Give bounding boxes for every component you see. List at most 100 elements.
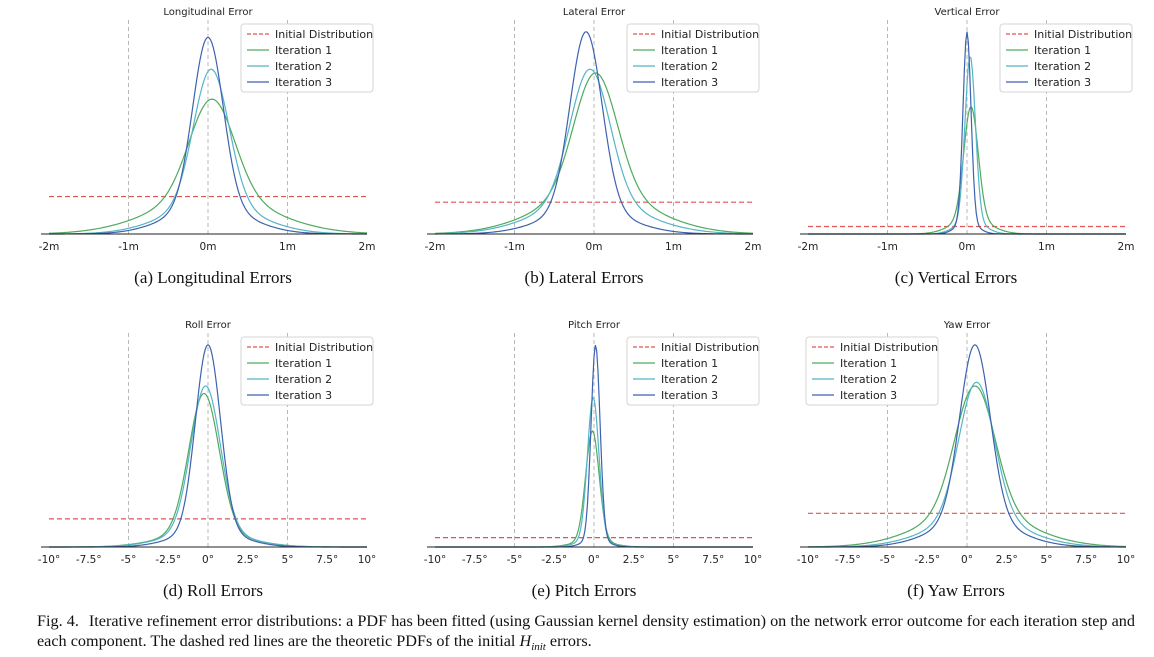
x-tick-label: 10° [1117, 554, 1136, 566]
density-curve-iteration-1 [434, 72, 754, 234]
legend-box [626, 336, 760, 406]
x-tick-label: -10° [797, 554, 819, 566]
x-tick-label: -10° [424, 554, 446, 566]
caption-text: Iterative refinement error distributions… [37, 612, 1135, 650]
x-tick-label: 1m [1038, 241, 1055, 253]
x-tick-label: -5° [880, 554, 896, 566]
legend-label-iteration-2: Iteration 2 [275, 373, 332, 386]
figure-label: Fig. 4. [37, 612, 79, 630]
x-tick-label: 5° [282, 554, 294, 566]
legend: Initial Distribution Iteration 1 Iteration… [626, 23, 760, 93]
legend-label-iteration-1: Iteration 1 [661, 44, 718, 57]
x-tick-label: 2m [1118, 241, 1135, 253]
legend: Initial Distribution Iteration 1 Iteration… [626, 336, 760, 406]
caption-math-symbol: H [519, 632, 532, 650]
x-tick-label: 2.5° [623, 554, 645, 566]
x-tick-label: -5° [121, 554, 137, 566]
legend-box [805, 336, 939, 406]
x-tick-label: 1m [279, 241, 296, 253]
density-curve-iteration-2 [808, 381, 1127, 548]
x-tick-label: 5° [1041, 554, 1053, 566]
legend-label-iteration-3: Iteration 3 [661, 389, 718, 402]
x-tick-label: 1m [665, 241, 682, 253]
vertical-error-chart: Vertical Error -2m -1m 0m 1m 2m Initial Distri… [798, 7, 1135, 253]
x-tick-label: -7.5° [76, 554, 102, 566]
caption-math: Hinit [519, 632, 546, 654]
legend-label-iteration-3: Iteration 3 [661, 76, 718, 89]
roll-error-chart: Roll Error -10° -7.5° -5° -2.5° 0° 2.5° 5° 7.5° 1… [38, 320, 377, 566]
chart-title: Longitudinal Error [163, 7, 253, 18]
x-tick-label: -2m [39, 241, 60, 253]
density-curve-iteration-2 [48, 68, 368, 235]
x-tick-label: -7.5° [835, 554, 861, 566]
figure-caption: Fig. 4. Iterative refinement error distri… [37, 611, 1135, 657]
density-curve-iteration-3 [49, 36, 367, 235]
x-tick-label: 0° [961, 554, 973, 566]
x-tick-label: -2.5° [541, 554, 567, 566]
x-tick-label: 10° [744, 554, 763, 566]
legend-label-iteration-2: Iteration 2 [661, 373, 718, 386]
longitudinal-error-chart: Longitudinal Error -2m -1m 0m 1m 2m Initial Di… [39, 7, 376, 253]
legend-label-iteration-3: Iteration 3 [1034, 76, 1091, 89]
x-tick-label: -1m [504, 241, 525, 253]
x-tick-label: -1m [118, 241, 139, 253]
x-tick-label: 5° [668, 554, 680, 566]
legend-label-iteration-3: Iteration 3 [275, 76, 332, 89]
subcaption-d: (d) Roll Errors [162, 581, 264, 600]
legend: Initial Distribution Iteration 1 Iteration… [240, 23, 374, 93]
subcaption-e: (e) Pitch Errors [531, 581, 637, 600]
subcaption-f: (f) Yaw Errors [907, 581, 1005, 600]
x-tick-label: -5° [507, 554, 523, 566]
density-curve-iteration-2 [434, 68, 754, 235]
x-tick-label: 2m [359, 241, 376, 253]
x-tick-label: 2m [745, 241, 762, 253]
chart-title: Roll Error [185, 320, 232, 331]
x-tick-label: 0m [200, 241, 217, 253]
legend-label-iteration-2: Iteration 2 [840, 373, 897, 386]
legend-label-initial-distribution: Initial Distribution [275, 28, 373, 41]
legend-label-iteration-1: Iteration 1 [661, 357, 718, 370]
density-curve-iteration-1 [807, 385, 1127, 548]
legend-box [240, 336, 374, 406]
x-tick-label: -2m [798, 241, 819, 253]
legend: Initial Distribution Iteration 1 Iteration… [805, 336, 939, 406]
chart-title: Yaw Error [943, 320, 991, 331]
legend-label-initial-distribution: Initial Distribution [840, 341, 938, 354]
x-tick-label: 2.5° [237, 554, 259, 566]
legend-label-initial-distribution: Initial Distribution [661, 28, 759, 41]
legend-label-iteration-2: Iteration 2 [661, 60, 718, 73]
x-tick-label: -2m [425, 241, 446, 253]
legend-label-initial-distribution: Initial Distribution [275, 341, 373, 354]
x-tick-label: 7.5° [1075, 554, 1097, 566]
density-curve-iteration-1 [48, 98, 368, 234]
subcaption-c: (c) Vertical Errors [894, 268, 1018, 287]
yaw-error-chart: Yaw Error -10° -7.5° -5° -2.5° 0° 2.5° 5° 7.5° 10… [797, 320, 1136, 566]
legend-box [999, 23, 1133, 93]
chart-title: Vertical Error [935, 7, 1001, 18]
legend-label-iteration-1: Iteration 1 [1034, 44, 1091, 57]
legend-label-initial-distribution: Initial Distribution [661, 341, 759, 354]
legend-label-iteration-1: Iteration 1 [275, 44, 332, 57]
legend-label-iteration-3: Iteration 3 [840, 389, 897, 402]
legend-label-iteration-3: Iteration 3 [275, 389, 332, 402]
x-tick-label: 10° [358, 554, 377, 566]
legend-label-iteration-2: Iteration 2 [1034, 60, 1091, 73]
legend: Initial Distribution Iteration 1 Iteration… [240, 336, 374, 406]
x-tick-label: -1m [877, 241, 898, 253]
x-tick-label: 0m [959, 241, 976, 253]
legend-box [626, 23, 760, 93]
x-tick-label: 0° [202, 554, 214, 566]
x-tick-label: -10° [38, 554, 60, 566]
x-tick-label: 0° [588, 554, 600, 566]
x-tick-label: -2.5° [155, 554, 181, 566]
lateral-error-chart: Lateral Error -2m -1m 0m 1m 2m Initial Distrib… [425, 7, 762, 253]
legend-label-iteration-2: Iteration 2 [275, 60, 332, 73]
chart-title: Lateral Error [563, 7, 626, 18]
density-curve-iteration-3 [435, 31, 753, 235]
subcaption-b: (b) Lateral Errors [524, 268, 644, 287]
chart-title: Pitch Error [568, 320, 621, 331]
x-tick-label: 2.5° [996, 554, 1018, 566]
x-tick-label: 7.5° [316, 554, 338, 566]
caption-math-subscript: init [531, 641, 546, 654]
